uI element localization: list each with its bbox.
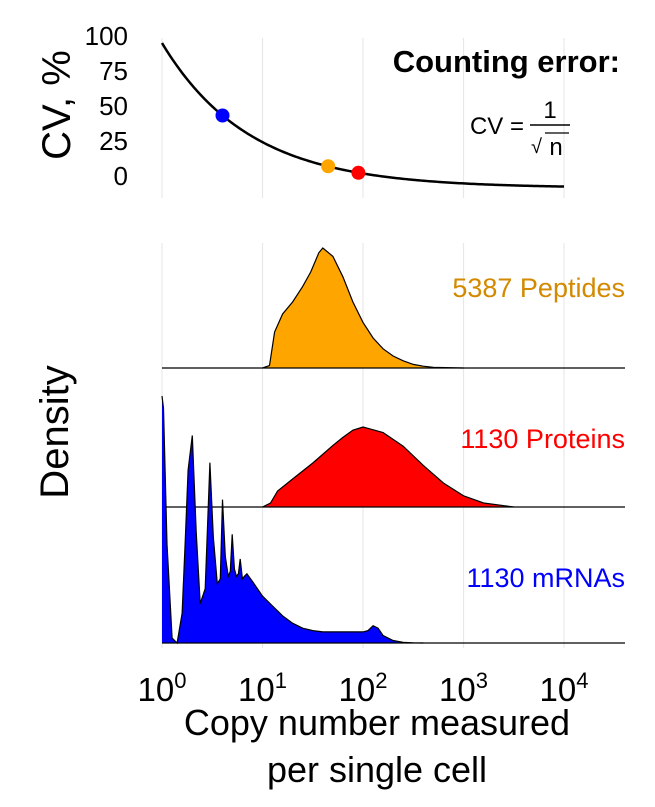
cv-formula-numerator: 1 [543,97,556,124]
density-panel: 5387 Peptides 1130 Proteins 1130 mRNAs Den… [33,243,625,790]
cv-y-tick-label: 75 [99,56,128,86]
cv-panel: 100 75 50 25 0 CV, % Counting error: CV = 1 … [35,21,620,198]
cv-point-peptides [321,159,335,173]
x-axis-label-line2: per single cell [267,749,487,790]
cv-y-ticks: 100 75 50 25 0 [85,21,128,191]
x-tick-label: 100 [138,668,187,708]
ridge-proteins: 1130 Proteins [162,424,625,507]
ridge-label-proteins: 1130 Proteins [460,424,625,454]
density-ridges: 5387 Peptides 1130 Proteins 1130 mRNAs [162,248,625,643]
cv-formula: CV = 1 √ n [470,97,570,161]
cv-formula-denominator: n [549,134,562,161]
cv-y-tick-label: 0 [114,161,128,191]
ridge-peptides: 5387 Peptides [162,248,625,368]
ridge-label-mrnas: 1130 mRNAs [466,563,625,593]
cv-point-proteins [351,166,365,180]
cv-axis-label: CV, % [35,50,79,160]
cv-y-tick-label: 50 [99,91,128,121]
cv-y-tick-label: 100 [85,21,128,51]
cv-formula-lhs: CV = [470,113,524,140]
cv-panel-title: Counting error: [393,44,620,79]
cv-y-tick-label: 25 [99,126,128,156]
x-axis-label-line1: Copy number measured [184,702,570,743]
ridge-label-peptides: 5387 Peptides [452,273,625,303]
cv-point-mrnas [216,109,230,123]
density-axis-label: Density [33,365,77,498]
cv-formula-radical: √ [531,136,542,158]
